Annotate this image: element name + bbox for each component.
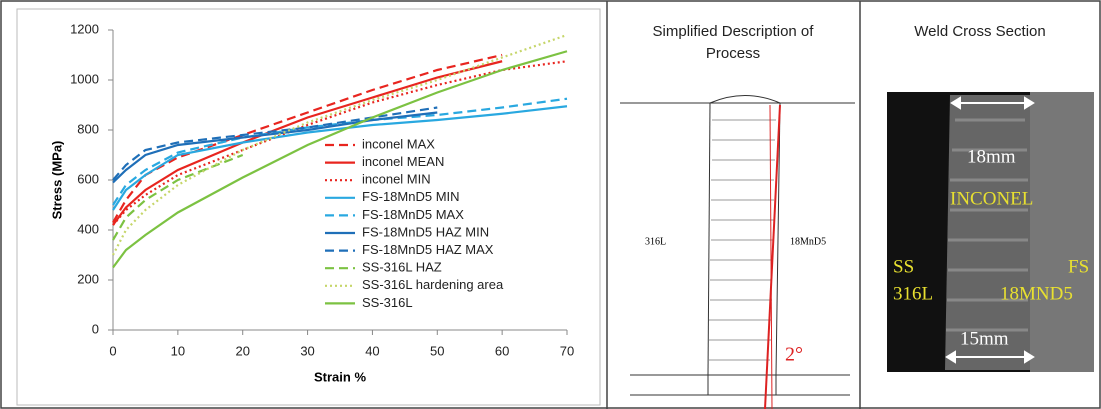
legend-label: inconel MEAN [362, 154, 444, 169]
dim-label: 15mm [960, 328, 1009, 349]
series-line [112, 153, 244, 241]
process-sketch [620, 95, 855, 409]
series-line [112, 97, 568, 206]
x-tick-label: 30 [300, 343, 314, 358]
y-tick-label: 1200 [70, 21, 99, 36]
panel-title: Simplified Description of Process [653, 23, 815, 62]
legend-label: SS-316L hardening area [362, 277, 504, 292]
y-tick-label: 1000 [70, 71, 99, 86]
series-line [112, 33, 568, 256]
series-line [112, 105, 568, 211]
dim-label: 18mm [967, 146, 1016, 167]
material-label: FS [1068, 256, 1089, 277]
x-tick-label: 0 [109, 343, 116, 358]
y-tick-label: 600 [77, 171, 99, 186]
weld-photo [887, 92, 1094, 372]
panel-title: Weld Cross Section [914, 23, 1045, 40]
x-tick-label: 50 [430, 343, 444, 358]
chart: 0 200 400 600 800 1000 1200 0 10 20 30 40 50 60 70 Stra… [49, 21, 574, 384]
photo-labels: 18mm INCONEL SS 316L FS 18MND5 15mm [893, 146, 1089, 349]
x-tick-label: 40 [365, 343, 379, 358]
material-label: SS [893, 256, 914, 277]
legend-label: FS-18MnD5 HAZ MAX [362, 242, 494, 257]
legend-label: inconel MAX [362, 136, 435, 151]
legend-label: FS-18MnD5 MIN [362, 189, 460, 204]
x-tick-label: 70 [560, 343, 574, 358]
sketch-label: 18MnD5 [790, 236, 826, 247]
x-tick-label: 60 [495, 343, 509, 358]
series-line [112, 53, 503, 224]
x-tick-label: 10 [171, 343, 185, 358]
sketch-label: 316L [645, 236, 666, 247]
x-axis-label: Strain % [314, 369, 366, 384]
material-label: 18MND5 [1000, 283, 1073, 304]
y-tick-label: 200 [77, 271, 99, 286]
legend-label: FS-18MnD5 HAZ MIN [362, 224, 489, 239]
series-line [112, 50, 568, 269]
y-tick-label: 0 [92, 321, 99, 336]
y-tick-label: 400 [77, 221, 99, 236]
material-label: INCONEL [950, 188, 1033, 209]
legend-label: FS-18MnD5 MAX [362, 207, 464, 222]
y-tick-label: 800 [77, 121, 99, 136]
material-label: 316L [893, 283, 933, 304]
legend-label: SS-316L [362, 295, 413, 310]
y-axis-label: Stress (MPa) [49, 141, 64, 220]
x-tick-label: 20 [235, 343, 249, 358]
legend-label: inconel MIN [362, 172, 431, 187]
angle-label: 2° [785, 344, 803, 366]
legend-label: SS-316L HAZ [362, 260, 442, 275]
series-line [112, 60, 568, 226]
